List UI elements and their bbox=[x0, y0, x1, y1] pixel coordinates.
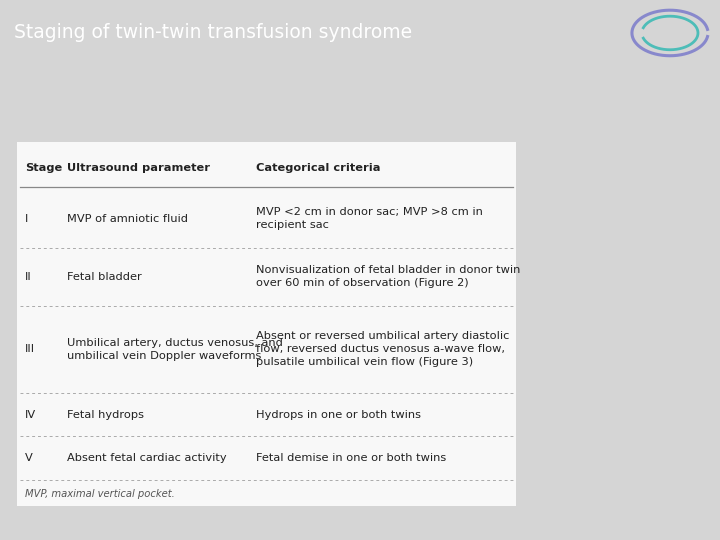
Text: V: V bbox=[24, 453, 32, 463]
Text: MVP of amniotic fluid: MVP of amniotic fluid bbox=[67, 214, 188, 224]
Text: Ultrasound parameter: Ultrasound parameter bbox=[67, 163, 210, 173]
Text: Stage: Stage bbox=[24, 163, 62, 173]
FancyBboxPatch shape bbox=[17, 141, 516, 507]
Text: III: III bbox=[24, 345, 35, 354]
Text: Fetal bladder: Fetal bladder bbox=[67, 272, 142, 282]
Text: Categorical criteria: Categorical criteria bbox=[256, 163, 381, 173]
Text: Absent fetal cardiac activity: Absent fetal cardiac activity bbox=[67, 453, 227, 463]
Text: Fetal hydrops: Fetal hydrops bbox=[67, 410, 144, 420]
Text: Fetal demise in one or both twins: Fetal demise in one or both twins bbox=[256, 453, 446, 463]
Text: MVP, maximal vertical pocket.: MVP, maximal vertical pocket. bbox=[24, 489, 174, 500]
Text: Absent or reversed umbilical artery diastolic
flow, reversed ductus venosus a-wa: Absent or reversed umbilical artery dias… bbox=[256, 331, 510, 368]
Text: Staging of twin-twin transfusion syndrome: Staging of twin-twin transfusion syndrom… bbox=[14, 23, 412, 43]
Text: I: I bbox=[24, 214, 28, 224]
Text: IV: IV bbox=[24, 410, 36, 420]
Text: Nonvisualization of fetal bladder in donor twin
over 60 min of observation (Figu: Nonvisualization of fetal bladder in don… bbox=[256, 265, 521, 288]
Text: Umbilical artery, ductus venosus, and
umbilical vein Doppler waveforms: Umbilical artery, ductus venosus, and um… bbox=[67, 338, 283, 361]
Text: Hydrops in one or both twins: Hydrops in one or both twins bbox=[256, 410, 421, 420]
Text: II: II bbox=[24, 272, 32, 282]
Text: MVP <2 cm in donor sac; MVP >8 cm in
recipient sac: MVP <2 cm in donor sac; MVP >8 cm in rec… bbox=[256, 207, 483, 230]
